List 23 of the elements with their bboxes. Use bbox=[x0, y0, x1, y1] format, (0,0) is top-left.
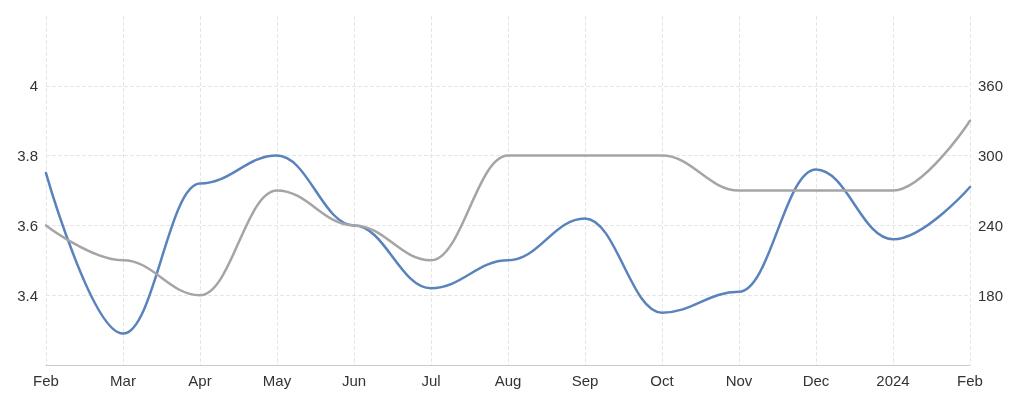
y-tick-label: 3.4 bbox=[17, 286, 38, 304]
x-tick-label: Oct bbox=[650, 372, 675, 389]
line-series bbox=[44, 119, 972, 297]
y-tick-label: 3.6 bbox=[17, 216, 38, 234]
y-tick-label: 3.8 bbox=[17, 147, 38, 165]
x-tick-label: Apr bbox=[188, 372, 212, 389]
y2-tick-label: 300 bbox=[978, 147, 1004, 165]
x-tick-label: Dec bbox=[802, 372, 830, 389]
x-tick-label: Feb bbox=[957, 372, 983, 389]
x-tick-label: 2024 bbox=[876, 372, 910, 389]
y2-tick-label: 180 bbox=[978, 286, 1004, 304]
y-tick-label: 4 bbox=[29, 77, 38, 95]
x-tick-label: May bbox=[262, 372, 292, 389]
x-tick-label: Sep bbox=[571, 372, 599, 389]
x-tick-label: Jun bbox=[341, 372, 367, 389]
line-series bbox=[44, 154, 972, 335]
y2-tick-label: 240 bbox=[978, 216, 1004, 234]
x-tick-label: Feb bbox=[33, 372, 59, 389]
x-tick-label: Aug bbox=[494, 372, 522, 389]
y2-tick-label: 360 bbox=[978, 77, 1004, 95]
x-tick-label: Mar bbox=[110, 372, 136, 389]
x-tick-label: Nov bbox=[725, 372, 753, 389]
x-tick-label: Jul bbox=[421, 372, 441, 389]
